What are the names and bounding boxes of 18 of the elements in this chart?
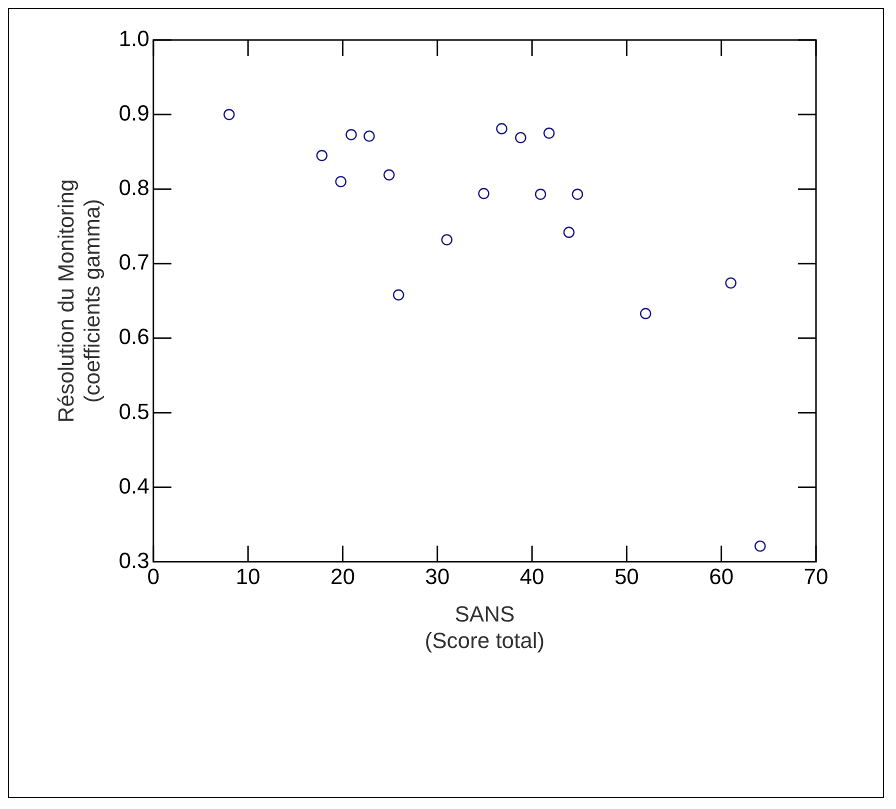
y-tick-label: 0.9: [118, 100, 150, 126]
x-axis-title: SANS (Score total): [424, 601, 545, 653]
x-tick-label: 30: [425, 564, 450, 590]
x-tick-label: 60: [709, 564, 734, 590]
y-tick-label: 1.0: [118, 26, 150, 52]
x-tick-label: 20: [330, 564, 355, 590]
x-tick-label: 70: [804, 564, 828, 590]
y-axis-title: Résolution du Monitoring (coefficients gamma): [53, 179, 105, 423]
y-tick-label: 0.4: [118, 473, 150, 498]
x-tick-label: 50: [614, 564, 639, 590]
x-tick-label: 10: [236, 564, 260, 590]
x-tick-label: 40: [520, 564, 544, 590]
y-tick-label: 0.3: [118, 548, 150, 573]
y-tick-label: 0.6: [118, 324, 150, 350]
y-tick-label: 0.7: [118, 250, 150, 275]
x-tick-label: 0: [147, 564, 160, 590]
y-tick-label: 0.5: [118, 398, 150, 424]
y-tick-label: 0.8: [118, 175, 150, 200]
